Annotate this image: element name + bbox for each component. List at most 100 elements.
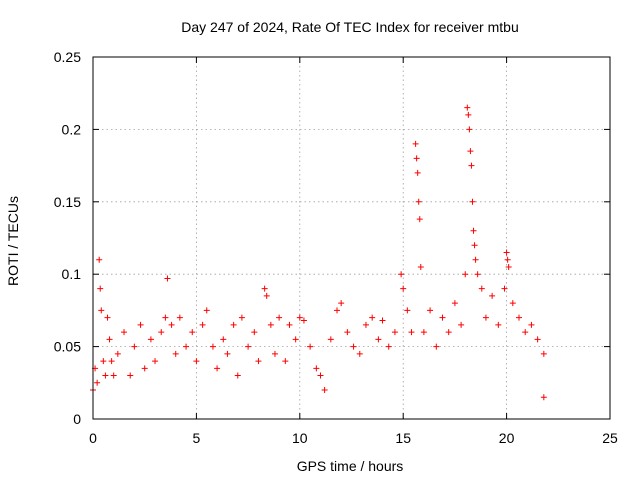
data-point [334,307,341,314]
data-point [415,198,422,205]
data-point [251,329,258,336]
data-point [100,358,107,365]
data-point [209,343,216,350]
data-point [238,314,245,321]
data-point [108,358,115,365]
data-point [465,111,472,118]
data-point [263,292,270,299]
data-point [516,314,523,321]
data-point [472,256,479,263]
data-point [338,300,345,307]
data-point [313,365,320,372]
data-point [417,263,424,270]
data-point [489,292,496,299]
data-point [183,343,190,350]
grid-lines [93,57,610,419]
data-point [445,329,452,336]
data-point [458,321,465,328]
data-point [501,285,508,292]
data-point [416,216,423,223]
data-point [286,321,293,328]
y-tick-label: 0.05 [54,339,81,355]
data-point [495,321,502,328]
data-point [385,343,392,350]
y-tick-label: 0.15 [54,194,81,210]
data-point [224,350,231,357]
data-point [478,285,485,292]
y-tick-label: 0.2 [62,121,82,137]
data-point [102,372,109,379]
data-point [189,329,196,336]
data-point [164,275,171,282]
x-tick-label: 5 [193,430,201,446]
data-point [162,314,169,321]
data-point [451,300,458,307]
data-point [439,314,446,321]
data-point [114,350,121,357]
data-point [276,314,283,321]
x-tick-label: 25 [602,430,618,446]
data-point [271,350,278,357]
data-point [420,329,427,336]
data-point [104,314,111,321]
data-point [466,126,473,133]
data-point [110,372,117,379]
data-point [141,365,148,372]
x-tick-label: 20 [499,430,515,446]
data-point [467,148,474,155]
data-point [203,307,210,314]
data-point [152,358,159,365]
data-point [307,343,314,350]
data-point [350,343,357,350]
y-axis-label: ROTI / TECUs [5,196,21,286]
data-point [97,285,104,292]
data-point [522,329,529,336]
data-point [296,314,303,321]
data-point [412,140,419,147]
data-point [96,256,103,263]
data-point [147,336,154,343]
data-point [482,314,489,321]
data-point [131,343,138,350]
data-point [344,329,351,336]
data-point [214,365,221,372]
data-point [414,169,421,176]
x-tick-label: 15 [395,430,411,446]
x-tick-label: 10 [292,430,308,446]
data-point [468,162,475,169]
data-point [94,379,101,386]
data-point [234,372,241,379]
data-point [540,394,547,401]
data-point [255,358,262,365]
data-point [464,104,471,111]
data-point [127,372,134,379]
data-point [433,343,440,350]
data-point [470,227,477,234]
data-point [321,387,328,394]
data-point [369,314,376,321]
data-point [267,321,274,328]
y-tick-label: 0.1 [62,266,82,282]
data-point [137,321,144,328]
data-point [400,285,407,292]
data-point [282,358,289,365]
data-point [503,249,510,256]
y-tick-label: 0 [73,411,81,427]
data-point [172,350,179,357]
data-point [327,336,334,343]
data-point [504,256,511,263]
y-axis-ticks: 0 0.05 0.1 0.15 0.2 0.25 [54,49,610,427]
x-axis-ticks: 0 5 10 15 20 25 [89,57,618,446]
data-point [317,372,324,379]
data-point [509,300,516,307]
data-point [462,271,469,278]
data-point [261,285,268,292]
data-point [199,321,206,328]
data-point [245,343,252,350]
y-tick-label: 0.25 [54,49,81,65]
data-point [193,358,200,365]
plot-frame [92,56,611,420]
data-point [528,321,535,328]
data-point [362,321,369,328]
